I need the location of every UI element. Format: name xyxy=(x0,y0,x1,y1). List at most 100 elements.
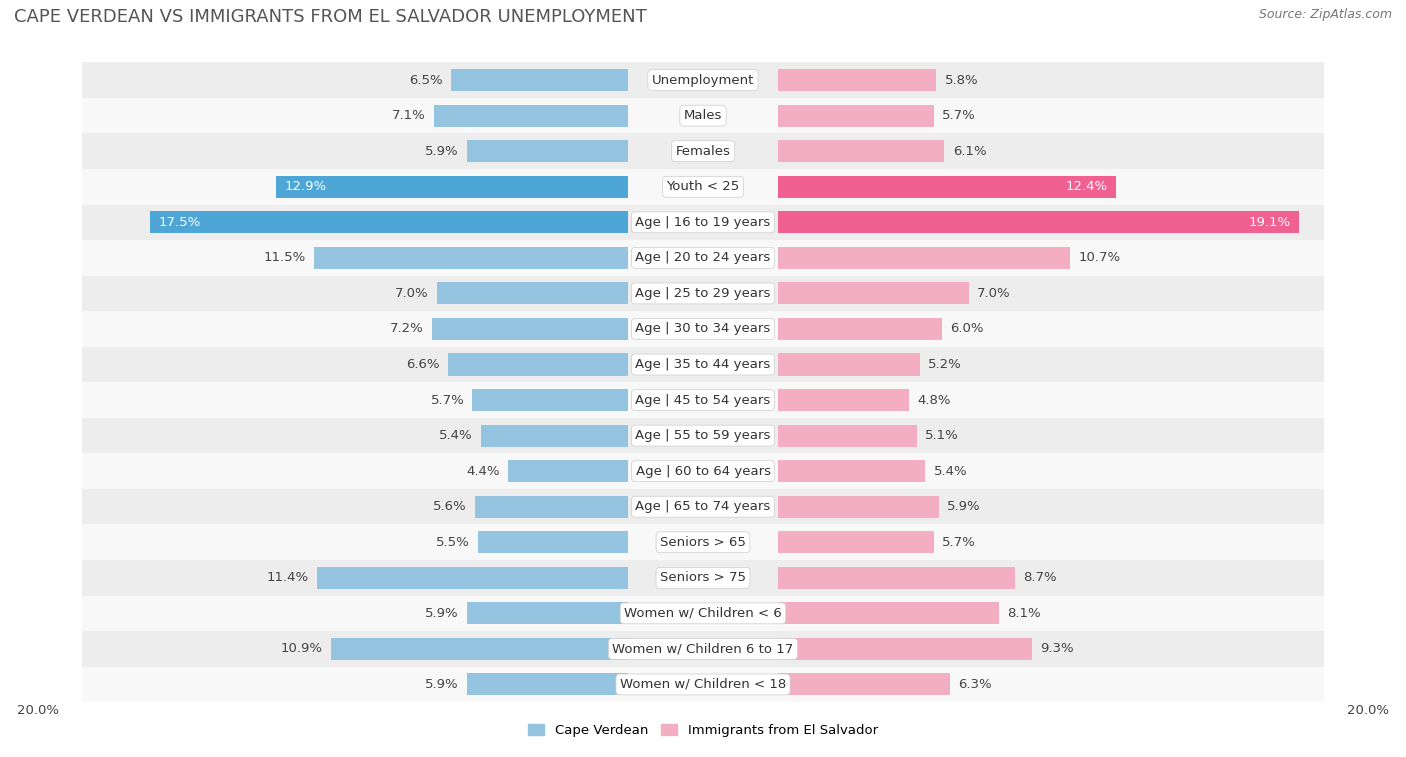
Text: 8.7%: 8.7% xyxy=(1024,572,1057,584)
Bar xyxy=(83,560,1323,596)
Bar xyxy=(276,176,628,198)
Bar xyxy=(778,104,934,126)
Bar xyxy=(478,531,628,553)
Bar xyxy=(83,667,1323,702)
Bar xyxy=(437,282,628,304)
Bar xyxy=(508,460,628,482)
Text: Age | 60 to 64 years: Age | 60 to 64 years xyxy=(636,465,770,478)
Text: Age | 45 to 54 years: Age | 45 to 54 years xyxy=(636,394,770,407)
Legend: Cape Verdean, Immigrants from El Salvador: Cape Verdean, Immigrants from El Salvado… xyxy=(523,719,883,743)
Bar xyxy=(150,211,628,233)
Text: CAPE VERDEAN VS IMMIGRANTS FROM EL SALVADOR UNEMPLOYMENT: CAPE VERDEAN VS IMMIGRANTS FROM EL SALVA… xyxy=(14,8,647,26)
Text: 10.9%: 10.9% xyxy=(280,643,322,656)
Bar xyxy=(778,425,917,447)
Text: 6.5%: 6.5% xyxy=(409,73,443,86)
Text: 5.5%: 5.5% xyxy=(436,536,470,549)
Bar xyxy=(330,638,628,660)
Bar xyxy=(83,347,1323,382)
Text: Women w/ Children < 18: Women w/ Children < 18 xyxy=(620,678,786,691)
Text: 12.4%: 12.4% xyxy=(1066,180,1108,193)
Bar xyxy=(316,567,628,589)
Bar xyxy=(432,318,628,340)
Text: 5.2%: 5.2% xyxy=(928,358,962,371)
Text: 9.3%: 9.3% xyxy=(1040,643,1074,656)
Text: Source: ZipAtlas.com: Source: ZipAtlas.com xyxy=(1258,8,1392,20)
Bar xyxy=(83,62,1323,98)
Bar xyxy=(434,104,628,126)
Text: 11.4%: 11.4% xyxy=(267,572,309,584)
Text: 12.9%: 12.9% xyxy=(284,180,326,193)
Bar xyxy=(472,389,628,411)
Text: 6.0%: 6.0% xyxy=(950,322,983,335)
Text: 5.1%: 5.1% xyxy=(925,429,959,442)
Bar xyxy=(778,69,936,91)
Bar xyxy=(778,247,1070,269)
Bar xyxy=(467,603,628,625)
Bar xyxy=(778,140,945,162)
Text: 5.8%: 5.8% xyxy=(945,73,979,86)
Bar xyxy=(778,176,1116,198)
Bar xyxy=(83,453,1323,489)
Text: 11.5%: 11.5% xyxy=(264,251,307,264)
Text: 19.1%: 19.1% xyxy=(1249,216,1291,229)
Bar xyxy=(83,276,1323,311)
Text: 5.9%: 5.9% xyxy=(425,607,458,620)
Bar xyxy=(778,638,1032,660)
Bar xyxy=(83,596,1323,631)
Bar xyxy=(778,531,934,553)
Bar xyxy=(83,204,1323,240)
Text: Age | 65 to 74 years: Age | 65 to 74 years xyxy=(636,500,770,513)
Text: 4.4%: 4.4% xyxy=(467,465,499,478)
Text: Seniors > 65: Seniors > 65 xyxy=(659,536,747,549)
Bar xyxy=(450,69,628,91)
Text: 7.2%: 7.2% xyxy=(389,322,423,335)
Text: 5.6%: 5.6% xyxy=(433,500,467,513)
Text: Age | 25 to 29 years: Age | 25 to 29 years xyxy=(636,287,770,300)
Text: 5.4%: 5.4% xyxy=(934,465,967,478)
Text: 20.0%: 20.0% xyxy=(1347,704,1389,717)
Text: Unemployment: Unemployment xyxy=(652,73,754,86)
Text: 6.3%: 6.3% xyxy=(957,678,991,691)
Text: Seniors > 75: Seniors > 75 xyxy=(659,572,747,584)
Bar xyxy=(778,389,910,411)
Text: 7.1%: 7.1% xyxy=(392,109,426,122)
Bar xyxy=(778,496,939,518)
Bar xyxy=(778,354,920,375)
Text: Women w/ Children 6 to 17: Women w/ Children 6 to 17 xyxy=(613,643,793,656)
Text: 7.0%: 7.0% xyxy=(395,287,429,300)
Text: Youth < 25: Youth < 25 xyxy=(666,180,740,193)
Bar xyxy=(467,140,628,162)
Bar xyxy=(83,169,1323,204)
Bar xyxy=(83,489,1323,525)
Bar xyxy=(778,318,942,340)
Bar xyxy=(778,460,925,482)
Text: 5.9%: 5.9% xyxy=(425,145,458,157)
Text: 6.6%: 6.6% xyxy=(406,358,440,371)
Bar xyxy=(475,496,628,518)
Bar xyxy=(778,282,969,304)
Bar xyxy=(83,240,1323,276)
Text: Women w/ Children < 6: Women w/ Children < 6 xyxy=(624,607,782,620)
Bar xyxy=(83,418,1323,453)
Text: 6.1%: 6.1% xyxy=(953,145,986,157)
Text: 5.9%: 5.9% xyxy=(948,500,981,513)
Text: 8.1%: 8.1% xyxy=(1007,607,1040,620)
Bar xyxy=(778,674,950,696)
Bar xyxy=(778,567,1015,589)
Text: Age | 55 to 59 years: Age | 55 to 59 years xyxy=(636,429,770,442)
Bar xyxy=(83,631,1323,667)
Bar xyxy=(778,211,1299,233)
Text: 20.0%: 20.0% xyxy=(17,704,59,717)
Bar xyxy=(467,674,628,696)
Text: 10.7%: 10.7% xyxy=(1078,251,1121,264)
Text: 5.9%: 5.9% xyxy=(425,678,458,691)
Text: Age | 35 to 44 years: Age | 35 to 44 years xyxy=(636,358,770,371)
Bar xyxy=(778,603,1000,625)
Bar xyxy=(83,525,1323,560)
Text: 17.5%: 17.5% xyxy=(159,216,201,229)
Text: 5.7%: 5.7% xyxy=(942,536,976,549)
Text: 5.7%: 5.7% xyxy=(430,394,464,407)
Text: Age | 16 to 19 years: Age | 16 to 19 years xyxy=(636,216,770,229)
Text: 5.7%: 5.7% xyxy=(942,109,976,122)
Bar xyxy=(83,133,1323,169)
